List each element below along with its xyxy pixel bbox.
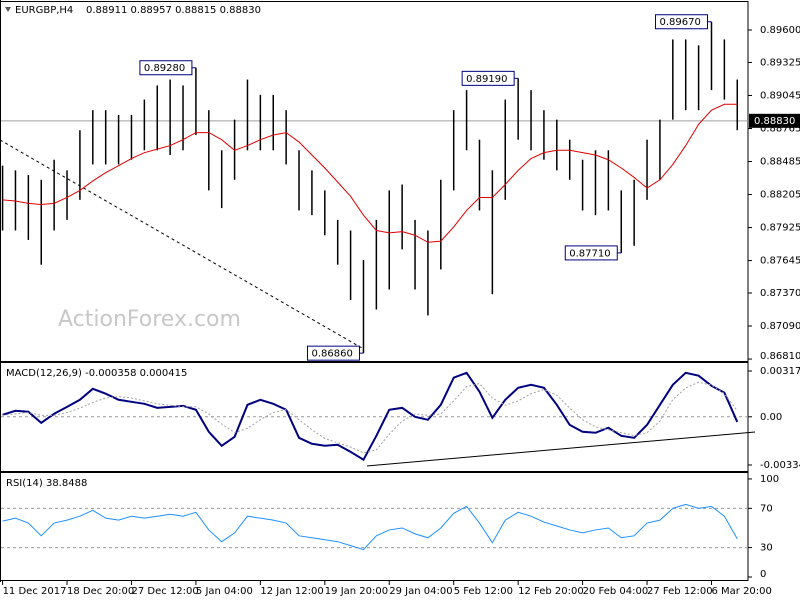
y-tick-label: 70 <box>760 503 773 514</box>
annotation-box <box>306 345 360 361</box>
y-tick-label: 0.00 <box>760 412 782 423</box>
indicator-line <box>2 503 738 551</box>
y-tick-label: 0.88205 <box>760 190 800 201</box>
y-tick-label: 0.87645 <box>760 256 800 267</box>
x-tick-label: 19 Jan 20:00 <box>325 586 388 597</box>
indicator-line <box>2 381 738 454</box>
x-tick-label: 6 Mar 20:00 <box>711 586 771 597</box>
annotation-box <box>654 14 708 30</box>
x-tick-label: 27 Feb 12:00 <box>647 586 713 597</box>
annotation-label: 0.86860 <box>311 349 352 360</box>
y-tick-label: 0.88765 <box>760 123 800 134</box>
x-tick-label: 18 Dec 20:00 <box>67 586 134 597</box>
y-tick-label: 0.89325 <box>760 57 800 68</box>
y-tick-label: 0.88485 <box>760 157 800 168</box>
annotation-box <box>461 70 515 86</box>
y-tick-label: 0.87370 <box>760 288 800 299</box>
x-tick-label: 5 Jan 04:00 <box>196 586 253 597</box>
last-price-box <box>749 113 800 128</box>
moving-average <box>2 103 738 243</box>
x-tick-label: 20 Feb 04:00 <box>583 586 649 597</box>
x-tick-label: 11 Dec 2017 <box>3 586 67 597</box>
rsi-title: RSI(14) 38.8488 <box>6 478 87 489</box>
annotation-label: 0.89670 <box>659 17 700 28</box>
y-tick-label: 0.003177 <box>760 366 800 377</box>
macd-trend-line <box>366 431 756 467</box>
annotation-label: 0.89280 <box>144 63 185 74</box>
macd-title: MACD(12,26,9) -0.000358 0.000415 <box>6 368 187 379</box>
last-price-label: 0.88830 <box>754 116 795 127</box>
chart-subtitle: 0.88911 0.88957 0.88815 0.88830 <box>86 5 261 16</box>
y-tick-label: 0 <box>760 569 766 580</box>
symbol-icon <box>5 7 11 12</box>
chart-title: EURGBP,H4 <box>15 5 73 16</box>
y-tick-label: 0.87090 <box>760 321 800 332</box>
annotation-box <box>139 60 193 76</box>
y-tick-label: 0.86810 <box>760 351 800 362</box>
y-tick-label: 0.89600 <box>760 25 800 36</box>
x-tick-label: 5 Feb 12:00 <box>454 586 513 597</box>
x-tick-label: 12 Jan 12:00 <box>260 586 323 597</box>
x-tick-label: 27 Dec 12:00 <box>131 586 198 597</box>
annotation-label: 0.89190 <box>466 74 507 85</box>
x-tick-label: 12 Feb 20:00 <box>518 586 584 597</box>
x-tick-label: 29 Jan 04:00 <box>389 586 452 597</box>
y-tick-label: 0.89045 <box>760 90 800 101</box>
annotation-label: 0.87710 <box>569 248 610 259</box>
y-tick-label: -0.003344 <box>760 460 800 471</box>
y-tick-label: 0.87925 <box>760 223 800 234</box>
y-tick-label: 100 <box>760 474 779 485</box>
annotation-box <box>564 245 618 261</box>
watermark: ActionForex.com <box>58 307 241 332</box>
indicator-line <box>2 371 739 462</box>
y-tick-label: 30 <box>760 543 773 554</box>
